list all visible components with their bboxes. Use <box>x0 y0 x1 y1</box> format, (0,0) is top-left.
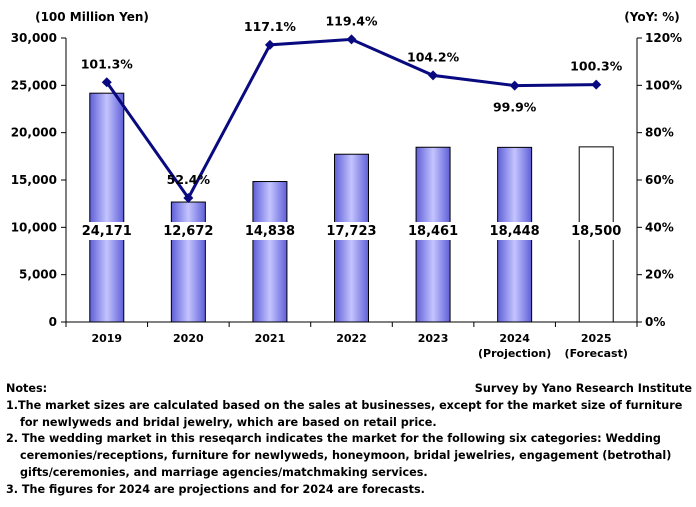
y-tick-label: 10,000 <box>11 220 57 234</box>
yoy-marker-2020 <box>183 192 194 203</box>
note-item-1: 1.The market sizes are calculated based … <box>6 398 683 429</box>
x-tick-label-2022: 2022 <box>336 332 367 345</box>
x-tick-sublabel-2024: (Projection) <box>478 347 551 360</box>
notes-block: Notes: Survey by Yano Research Institute… <box>6 381 692 499</box>
notes-head: Notes: Survey by Yano Research Institute <box>6 381 692 398</box>
x-tick-label-2024: 2024 <box>499 332 530 345</box>
labels-layer: 101.3% 52.4% 117.1% 119.4% 104.2% 99.9% 100.3%… <box>81 13 623 240</box>
bar-value-label-2024: 18,448 <box>490 224 540 239</box>
y-tick-label: 25,000 <box>11 78 57 92</box>
y-right-tick-label: 40% <box>645 220 674 234</box>
y-tick-label: 0 <box>49 315 57 329</box>
yoy-label-2024: 99.9% <box>493 100 537 115</box>
yoy-marker-2021 <box>264 39 275 50</box>
note-item-3: 3. The figures for 2024 are projections … <box>6 482 425 496</box>
y-right-tick-label: 100% <box>645 78 682 92</box>
yoy-marker-2019 <box>101 77 112 88</box>
x-tick-sublabel-2025: (Forecast) <box>565 347 628 360</box>
bar-value-label-2020: 12,672 <box>163 224 213 239</box>
yoy-marker-2024 <box>509 80 520 91</box>
bar-value-label-2025: 18,500 <box>571 224 621 239</box>
yoy-label-2020: 52.4% <box>167 172 211 187</box>
bar-2019 <box>89 92 125 323</box>
yoy-label-2022: 119.4% <box>325 13 378 28</box>
y-axis-right-label: (YoY: %) <box>624 10 679 24</box>
source-credit: Survey by Yano Research Institute <box>474 382 692 395</box>
yoy-label-2021: 117.1% <box>244 19 297 34</box>
yoy-line-layer <box>101 34 602 203</box>
y-right-tick-label: 60% <box>645 173 674 187</box>
bar-value-backing <box>409 222 458 240</box>
bar-value-backing <box>82 222 131 240</box>
y-right-tick-label: 80% <box>645 126 674 140</box>
y-right-tick-label: 120% <box>645 31 682 45</box>
y-tick-label: 20,000 <box>11 126 57 140</box>
bar-2021 <box>252 181 288 323</box>
x-tick-label-2021: 2021 <box>255 332 286 345</box>
y-axis-label: (100 Million Yen) <box>35 10 149 24</box>
bar-value-backing <box>245 222 294 240</box>
yoy-marker-2022 <box>346 34 357 45</box>
x-tick-label-2019: 2019 <box>91 332 122 345</box>
bar-value-label-2022: 17,723 <box>326 224 376 239</box>
y-tick-label: 15,000 <box>11 173 57 187</box>
bar-value-label-2023: 18,461 <box>408 224 458 239</box>
bar-value-label-2021: 14,838 <box>245 224 295 239</box>
x-tick-label-2020: 2020 <box>173 332 204 345</box>
note-item-2: 2. The wedding market in this reseqarch … <box>6 432 672 479</box>
bar-value-backing <box>572 222 621 240</box>
bar-2020 <box>170 201 206 323</box>
bar-value-backing <box>327 222 376 240</box>
bar-value-label-2019: 24,171 <box>82 224 132 239</box>
y-right-tick-label: 0% <box>645 315 665 329</box>
y-tick-label: 5,000 <box>19 268 57 282</box>
axes-layer: 0 5,000 10,000 15,000 20,000 25,000 30,000 0% 20… <box>11 31 682 360</box>
x-tick-label-2023: 2023 <box>418 332 449 345</box>
notes-heading: Notes: <box>6 382 48 395</box>
yoy-label-2019: 101.3% <box>81 56 134 71</box>
yoy-label-2025: 100.3% <box>570 59 623 74</box>
bar-value-backing <box>164 222 213 240</box>
y-right-tick-label: 20% <box>645 268 674 282</box>
yoy-label-2023: 104.2% <box>407 49 460 64</box>
bar-value-backing <box>490 222 539 240</box>
x-tick-label-2025: 2025 <box>581 332 612 345</box>
bars-layer <box>89 92 614 323</box>
yoy-marker-2025 <box>591 79 602 90</box>
market-size-chart: (100 Million Yen) (YoY: %) 0 5,000 10,000 1… <box>11 10 682 360</box>
y-tick-label: 30,000 <box>11 31 57 45</box>
yoy-marker-2023 <box>428 70 439 81</box>
